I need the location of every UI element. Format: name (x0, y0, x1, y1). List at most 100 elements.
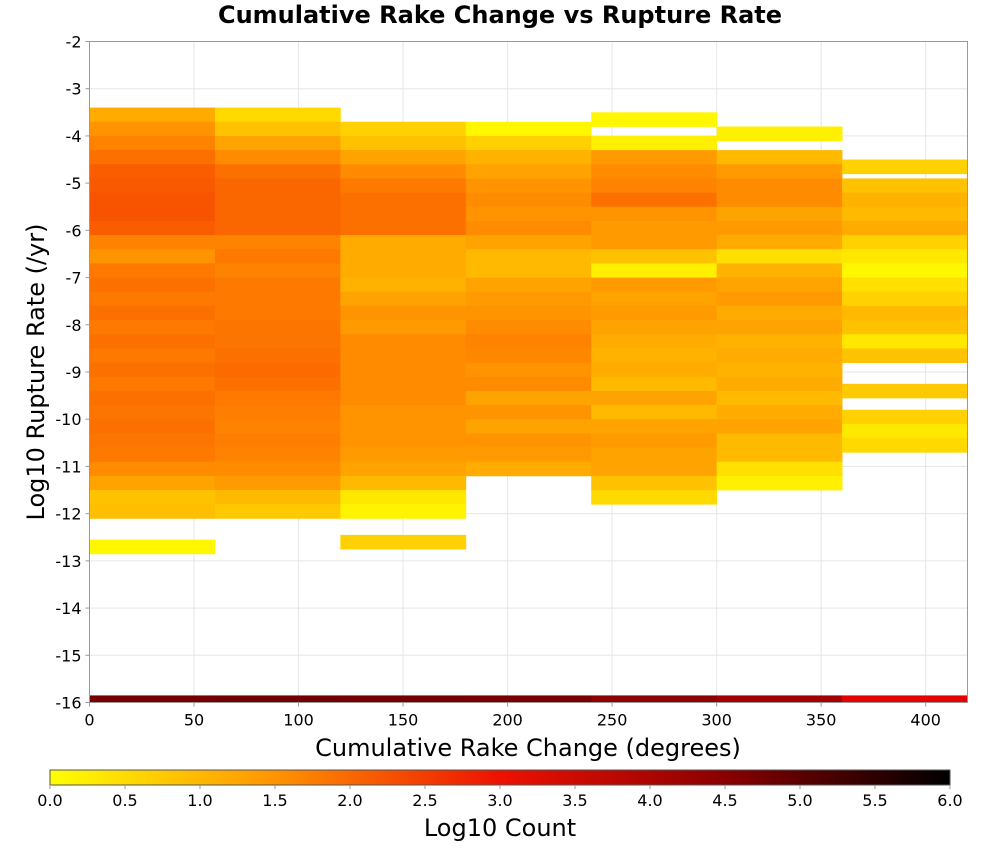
heatmap-cell (214, 461, 341, 477)
heatmap-cell (214, 348, 341, 363)
colorbar-tick-label: 1.0 (187, 791, 212, 810)
heatmap-cell (465, 220, 592, 236)
heatmap-cell (214, 447, 341, 463)
heatmap-cell (89, 164, 216, 179)
colorbar-tick-label: 2.0 (337, 791, 362, 810)
heatmap-cell (214, 405, 341, 420)
heatmap-cell (716, 320, 843, 335)
heatmap-cell (340, 150, 467, 165)
heatmap-cell (89, 178, 216, 193)
heatmap-cell (465, 447, 592, 463)
heatmap-cell (716, 419, 843, 434)
heatmap-cell (214, 263, 341, 278)
heatmap-cell (591, 178, 718, 193)
heatmap-cell (214, 107, 341, 123)
heatmap-cell (716, 291, 843, 307)
chart-title: Cumulative Rake Change vs Rupture Rate (218, 1, 782, 29)
heatmap-cell (89, 249, 216, 264)
colorbar-tick-label: 2.5 (412, 791, 437, 810)
heatmap-cell (214, 291, 341, 307)
y-axis-label: Log10 Rupture Rate (/yr) (22, 224, 50, 521)
heatmap-cell (89, 405, 216, 420)
heatmap-cell (716, 390, 843, 406)
colorbar-tick-label: 5.0 (787, 791, 812, 810)
heatmap-cell (842, 192, 968, 208)
heatmap-cell (591, 334, 718, 349)
heatmap-cell (591, 433, 718, 448)
heatmap-cell (89, 475, 216, 491)
heatmap-cell (214, 475, 341, 491)
heatmap-cell (340, 291, 467, 307)
heatmap-cell (465, 405, 592, 420)
heatmap-cell (591, 475, 718, 491)
heatmap-cell (89, 390, 216, 406)
heatmap-cell (340, 461, 467, 477)
heatmap-cell (340, 475, 467, 491)
x-axis-ticks: 0 50 100 150 200 250 300 350 400 (84, 702, 941, 730)
heatmap-cell (591, 150, 718, 165)
heatmap-cell (340, 334, 467, 349)
heatmap-cell (842, 249, 968, 264)
heatmap-cell (842, 206, 968, 222)
heatmap-cell (89, 334, 216, 349)
heatmap-cell (591, 263, 718, 278)
heatmap-cell (340, 121, 467, 137)
heatmap-cell (716, 150, 843, 165)
y-tick-label: -12 (55, 505, 81, 524)
y-tick-label: -7 (66, 269, 82, 288)
heatmap-cell (716, 475, 843, 491)
heatmap-cell (340, 305, 467, 321)
heatmap-cell (842, 178, 968, 193)
heatmap-cell (842, 291, 968, 307)
heatmap-cell (214, 376, 341, 392)
heatmap-cell (716, 334, 843, 349)
heatmap-cell (214, 490, 341, 505)
heatmap-cell (340, 504, 467, 519)
heatmap-cell (716, 235, 843, 250)
heatmap-cell-bottom (340, 695, 467, 703)
heatmap-cell (340, 178, 467, 193)
heatmap-cell (465, 178, 592, 193)
heatmap-cell (89, 348, 216, 363)
heatmap-cell (716, 249, 843, 264)
y-tick-label: -8 (66, 316, 82, 335)
y-tick-label: -13 (55, 552, 81, 571)
heatmap-cell (716, 220, 843, 236)
heatmap-cell (465, 164, 592, 179)
heatmap-cell (89, 305, 216, 321)
y-tick-label: -2 (66, 33, 82, 52)
y-tick-label: -15 (55, 646, 81, 665)
heatmap-cell (465, 305, 592, 321)
x-tick-label: 250 (597, 711, 628, 730)
heatmap-cell (716, 126, 843, 142)
heatmap-cell (89, 107, 216, 123)
heatmap-cell (214, 334, 341, 349)
heatmap-cell (340, 235, 467, 250)
y-tick-label: -14 (55, 599, 81, 618)
heatmap-cell (465, 433, 592, 448)
heatmap-cell (465, 235, 592, 250)
heatmap-cell (842, 348, 968, 363)
heatmap-cell (842, 277, 968, 293)
heatmap-cell (591, 305, 718, 321)
heatmap-cell (340, 447, 467, 463)
heatmap-cell (591, 135, 718, 151)
heatmap-cell (340, 206, 467, 222)
heatmap-cell (340, 405, 467, 420)
heatmap-cell (716, 461, 843, 477)
heatmap-cell (591, 112, 718, 127)
heatmap-cell (716, 362, 843, 378)
heatmap-cell-bottom (465, 695, 592, 703)
colorbar-tick-label: 4.5 (712, 791, 737, 810)
y-tick-label: -16 (55, 694, 81, 713)
heatmap-cell (214, 362, 341, 378)
colorbar-tick-label: 3.0 (487, 791, 512, 810)
heatmap-cell (89, 235, 216, 250)
heatmap-cell (465, 277, 592, 293)
heatmap-cell (716, 206, 843, 222)
heatmap-cell (591, 291, 718, 307)
heatmap-cell (214, 249, 341, 264)
heatmap-cell (591, 220, 718, 236)
heatmap-cell (214, 277, 341, 293)
heatmap-cell (89, 277, 216, 293)
